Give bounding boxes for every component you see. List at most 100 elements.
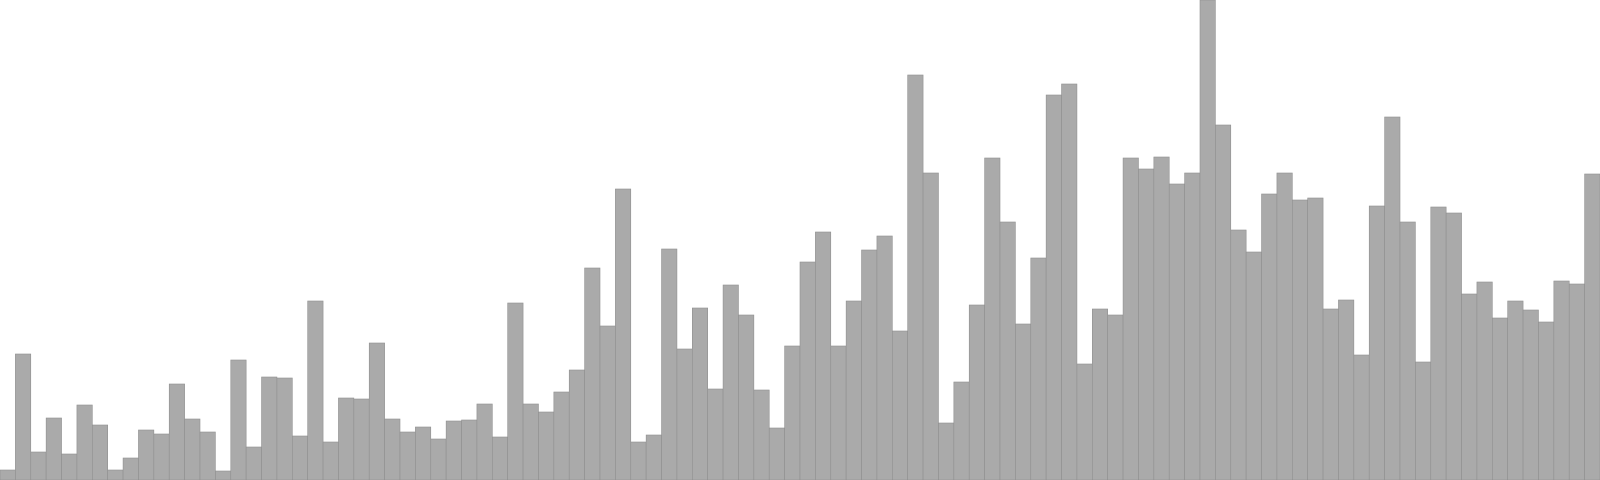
bar [476,403,493,480]
bar [1353,354,1370,480]
bar [1199,0,1216,480]
bar [1415,361,1432,480]
bar [568,369,585,480]
bar [353,398,370,480]
bar [107,469,124,480]
bar [753,389,770,480]
bar [1092,308,1108,480]
bar [76,404,93,480]
bar [1061,83,1078,480]
bar [845,300,862,480]
bar [1245,251,1262,480]
bar [122,457,139,480]
bar [661,248,678,480]
bar [1584,173,1600,480]
bar [768,427,785,480]
bar [984,157,1001,480]
bar [1445,212,1462,480]
bar [415,426,432,480]
bar [461,419,478,480]
bar [861,249,878,480]
bar [707,388,724,480]
bar [830,345,847,480]
bar [307,300,324,480]
bar [215,470,232,480]
bar [1230,229,1247,480]
bar [384,418,401,480]
bar [1553,280,1570,480]
bar [722,284,739,480]
bar [953,381,970,480]
bar [1492,317,1508,480]
bar [938,422,955,480]
bar [784,345,801,480]
bar [368,342,385,480]
bar [1307,197,1324,480]
bar [1045,94,1062,480]
bar [630,441,647,480]
bar [968,304,985,480]
bar [1076,363,1093,480]
bar [261,376,278,480]
bar [892,330,908,480]
bar [138,429,155,480]
bar [1261,193,1278,480]
bar [92,424,108,480]
bar [199,431,216,480]
bar [1322,308,1339,480]
bar [676,348,693,480]
bar [922,172,939,480]
bar [553,391,570,480]
bar [445,420,462,480]
bar [692,307,708,480]
bar [1184,172,1201,480]
bar [1107,314,1124,480]
bar [168,383,185,480]
bar [292,435,308,480]
bar [276,377,293,480]
bar [184,418,201,480]
bar [430,438,447,480]
bar [399,431,416,480]
bar [1461,293,1478,480]
bar [1168,183,1185,480]
bar [30,451,47,480]
bar [799,261,816,480]
bar [999,221,1016,480]
bar [907,74,924,480]
bar [338,397,355,480]
bar [1138,168,1155,480]
bar [1215,124,1232,480]
bar [1368,205,1385,480]
bar [1399,221,1416,480]
bar [538,411,555,480]
bar [1030,257,1047,480]
bar [584,267,601,480]
bar [153,433,170,480]
bar [522,403,539,480]
bar [230,359,247,480]
bar [1568,283,1585,480]
bar [599,325,616,480]
bar [15,353,32,480]
bar [507,302,524,480]
bar [1384,116,1401,480]
bar [1538,321,1555,480]
bar [45,417,62,480]
bar [1276,172,1293,480]
bar [1122,157,1139,480]
bar [1476,281,1493,480]
bar [1430,206,1447,480]
bar [61,453,78,480]
bar [245,446,262,480]
bar [1153,156,1170,480]
bar [492,436,508,480]
bar [738,314,755,480]
bar [815,231,832,480]
bar [645,434,662,480]
bar [876,235,893,480]
bar [0,469,16,480]
